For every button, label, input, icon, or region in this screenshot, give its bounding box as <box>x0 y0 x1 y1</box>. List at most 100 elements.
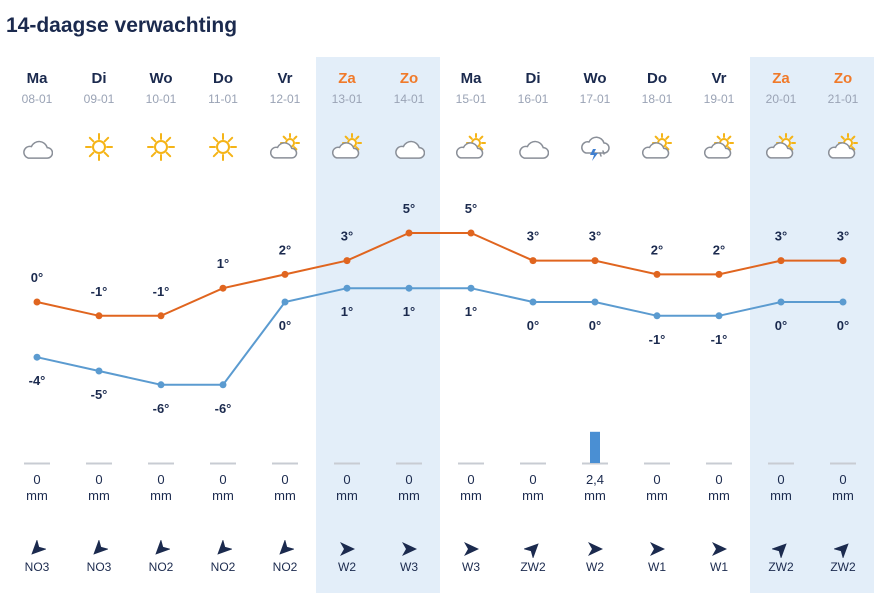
max-temp-point <box>405 229 413 237</box>
min-temp-point <box>653 312 661 320</box>
precipitation-amount: 2,4 mm <box>564 472 626 504</box>
wind-arrow-icon <box>710 540 728 558</box>
min-temp-point <box>343 284 351 292</box>
day-date: 19-01 <box>703 92 735 106</box>
precipitation-amount: 0 mm <box>626 472 688 504</box>
wind-label: NO2 <box>148 560 174 574</box>
wind-label: NO3 <box>86 560 112 574</box>
precipitation-unit: mm <box>336 488 358 503</box>
min-temp-point <box>777 298 785 306</box>
wind-label: ZW2 <box>520 560 546 574</box>
wind-arrow-icon <box>214 539 233 558</box>
max-temp-point <box>529 257 537 265</box>
day-name: Do <box>213 70 233 87</box>
day-column-18-01: Do 18-01 0 mm W1 <box>626 0 688 603</box>
precipitation-unit: mm <box>832 488 854 503</box>
precipitation-value: 0 <box>219 472 227 487</box>
max-temp-point <box>715 270 723 278</box>
min-temp-label: -6° <box>153 401 170 416</box>
wind-arrow-icon <box>771 540 790 559</box>
thunder-icon <box>579 131 611 163</box>
day-date: 21-01 <box>827 92 859 106</box>
day-name: Vr <box>277 70 293 87</box>
max-temp-point <box>467 229 475 237</box>
max-temp-label: 2° <box>279 242 291 257</box>
day-column-19-01: Vr 19-01 0 mm W1 <box>688 0 750 603</box>
day-date: 17-01 <box>579 92 611 106</box>
wind-arrow-icon <box>586 540 604 558</box>
day-column-11-01: Do 11-01 0 mm NO2 <box>192 0 254 603</box>
max-temp-label: 3° <box>837 229 849 244</box>
max-temp-point <box>343 257 351 265</box>
min-temp-label: -1° <box>649 332 666 347</box>
day-date: 18-01 <box>641 92 673 106</box>
precipitation-value: 2,4 <box>585 472 605 487</box>
min-temp-label: 0° <box>775 318 787 333</box>
min-temp-label: 0° <box>589 318 601 333</box>
max-temp-line <box>36 232 843 317</box>
min-temp-point <box>591 298 599 306</box>
min-temp-point <box>405 284 413 292</box>
cloud-icon <box>393 131 426 163</box>
partly-cloudy-icon <box>331 131 363 163</box>
precipitation-value: 0 <box>467 472 475 487</box>
precipitation-amount: 0 mm <box>254 472 316 504</box>
precipitation-amount: 0 mm <box>316 472 378 504</box>
page-title: 14-daagse verwachting <box>6 14 238 37</box>
day-column-13-01: Za 13-01 0 mm W2 <box>316 0 378 603</box>
precipitation-value: 0 <box>777 472 785 487</box>
precipitation-unit: mm <box>522 488 544 503</box>
wind-arrow-icon <box>833 540 852 559</box>
min-temp-point <box>281 298 289 306</box>
day-name: Di <box>91 70 107 87</box>
precipitation-amount: 0 mm <box>68 472 130 504</box>
max-temp-label: 1° <box>217 256 229 271</box>
wind-label: ZW2 <box>830 560 856 574</box>
precipitation-unit: mm <box>708 488 730 503</box>
wind-label: ZW2 <box>768 560 794 574</box>
precipitation-value: 0 <box>95 472 103 487</box>
day-date: 09-01 <box>83 92 115 106</box>
precipitation-value: 0 <box>343 472 351 487</box>
wind-label: W1 <box>648 560 666 574</box>
day-date: 20-01 <box>765 92 797 106</box>
max-temp-point <box>219 284 227 292</box>
max-temp-point <box>653 270 661 278</box>
partly-cloudy-icon <box>455 131 487 163</box>
max-temp-label: 2° <box>651 242 663 257</box>
wind-label: W2 <box>338 560 356 574</box>
min-temp-point <box>219 381 227 389</box>
max-temp-point <box>839 257 847 265</box>
max-temp-point <box>281 270 289 278</box>
weekend-background-2 <box>750 57 874 593</box>
max-temp-label: 5° <box>465 201 477 216</box>
precipitation-value: 0 <box>839 472 847 487</box>
day-column-12-01: Vr 12-01 0 mm NO2 <box>254 0 316 603</box>
precipitation-amount: 0 mm <box>6 472 68 504</box>
partly-cloudy-icon <box>827 131 859 163</box>
day-name: Zo <box>399 70 419 87</box>
wind-arrow-icon <box>462 540 480 558</box>
precipitation-unit: mm <box>770 488 792 503</box>
min-temp-point <box>157 381 165 389</box>
wind-arrow-icon <box>648 540 666 558</box>
day-name: Za <box>772 70 790 87</box>
day-name: Ma <box>26 70 48 87</box>
day-name: Zo <box>833 70 853 87</box>
min-temp-label: 0° <box>279 318 291 333</box>
min-temp-label: 1° <box>341 304 353 319</box>
min-temp-label: 0° <box>837 318 849 333</box>
max-temp-label: -1° <box>91 284 108 299</box>
precipitation-value: 0 <box>529 472 537 487</box>
day-column-16-01: Di 16-01 0 mm ZW2 <box>502 0 564 603</box>
precipitation-value: 0 <box>715 472 723 487</box>
precipitation-unit: mm <box>460 488 482 503</box>
wind-arrow-icon <box>152 539 171 558</box>
day-column-20-01: Za 20-01 0 mm ZW2 <box>750 0 812 603</box>
precipitation-unit: mm <box>646 488 668 503</box>
max-temp-label: 3° <box>341 229 353 244</box>
precipitation-value: 0 <box>405 472 413 487</box>
precipitation-amount: 0 mm <box>502 472 564 504</box>
min-temp-point <box>715 312 723 320</box>
